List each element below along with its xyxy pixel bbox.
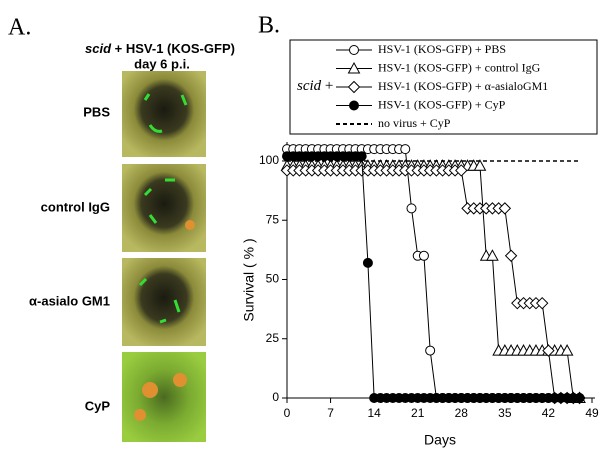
marker xyxy=(486,249,499,261)
y-tick-label: 0 xyxy=(272,390,279,404)
marker xyxy=(425,345,436,356)
series-line xyxy=(287,148,580,399)
series-line xyxy=(287,165,580,399)
x-tick-label: 28 xyxy=(455,406,469,420)
legend-label: HSV-1 (KOS-GFP) + PBS xyxy=(378,42,506,56)
y-tick-label: 75 xyxy=(266,212,280,226)
y-tick-label: 50 xyxy=(266,272,280,286)
marker xyxy=(473,159,487,171)
image-label: CyP xyxy=(85,398,111,413)
eye-images xyxy=(122,71,206,442)
orange-signal xyxy=(134,220,195,421)
x-tick-label: 14 xyxy=(367,406,381,420)
marker xyxy=(535,296,549,310)
y-axis-label: Survival ( % ) xyxy=(241,238,257,321)
legend-marker xyxy=(349,45,359,55)
marker xyxy=(400,144,411,155)
marker xyxy=(504,249,518,262)
marker xyxy=(418,250,429,261)
image-label: PBS xyxy=(83,104,110,119)
x-axis-label: Days xyxy=(424,432,456,448)
legend-marker xyxy=(349,100,359,111)
legend-marker xyxy=(347,61,361,74)
image-label: control IgG xyxy=(41,199,110,214)
panel-title-italic: scid xyxy=(85,41,112,56)
legend-label: no virus + CyP xyxy=(378,116,451,130)
y-tick-label: 100 xyxy=(259,153,279,167)
x-tick-label: 49 xyxy=(585,406,599,420)
legend-prefix-rest: + xyxy=(325,78,333,94)
panel-title: scid + HSV-1 (KOS-GFP) xyxy=(85,41,235,56)
legend-label: HSV-1 (KOS-GFP) + α-asialoGM1 xyxy=(378,79,548,93)
panel-label: A. xyxy=(8,15,31,41)
x-tick-label: 7 xyxy=(327,406,334,420)
y-tick-label: 25 xyxy=(266,331,280,345)
marker xyxy=(356,151,367,162)
marker xyxy=(560,344,574,356)
legend-label: HSV-1 (KOS-GFP) + CyP xyxy=(378,97,506,111)
legend-prefix: scid + xyxy=(297,78,333,94)
legend-label: HSV-1 (KOS-GFP) + control IgG xyxy=(378,60,541,74)
eye-image xyxy=(122,71,206,157)
marker xyxy=(362,257,373,268)
x-tick-label: 0 xyxy=(284,406,291,420)
gfp-signal xyxy=(138,93,188,324)
eye-image xyxy=(122,164,206,252)
legend-marker xyxy=(347,80,361,94)
eye-image xyxy=(122,352,206,442)
x-tick-label: 42 xyxy=(542,406,556,420)
marker xyxy=(574,393,585,403)
x-tick-label: 21 xyxy=(411,406,425,420)
panel-subtitle: day 6 p.i. xyxy=(134,56,190,71)
series-line xyxy=(287,155,580,399)
panel-label: B. xyxy=(258,13,280,39)
series-line xyxy=(287,169,580,399)
panel-title-rest: + HSV-1 (KOS-GFP) xyxy=(115,41,235,56)
marker xyxy=(455,164,468,177)
marker xyxy=(542,344,555,357)
image-label: α-asialo GM1 xyxy=(29,293,110,308)
marker xyxy=(406,203,417,214)
legend-prefix-italic: scid xyxy=(297,78,322,94)
x-tick-label: 35 xyxy=(498,406,512,420)
eye-image xyxy=(122,258,206,346)
marker xyxy=(498,202,512,215)
